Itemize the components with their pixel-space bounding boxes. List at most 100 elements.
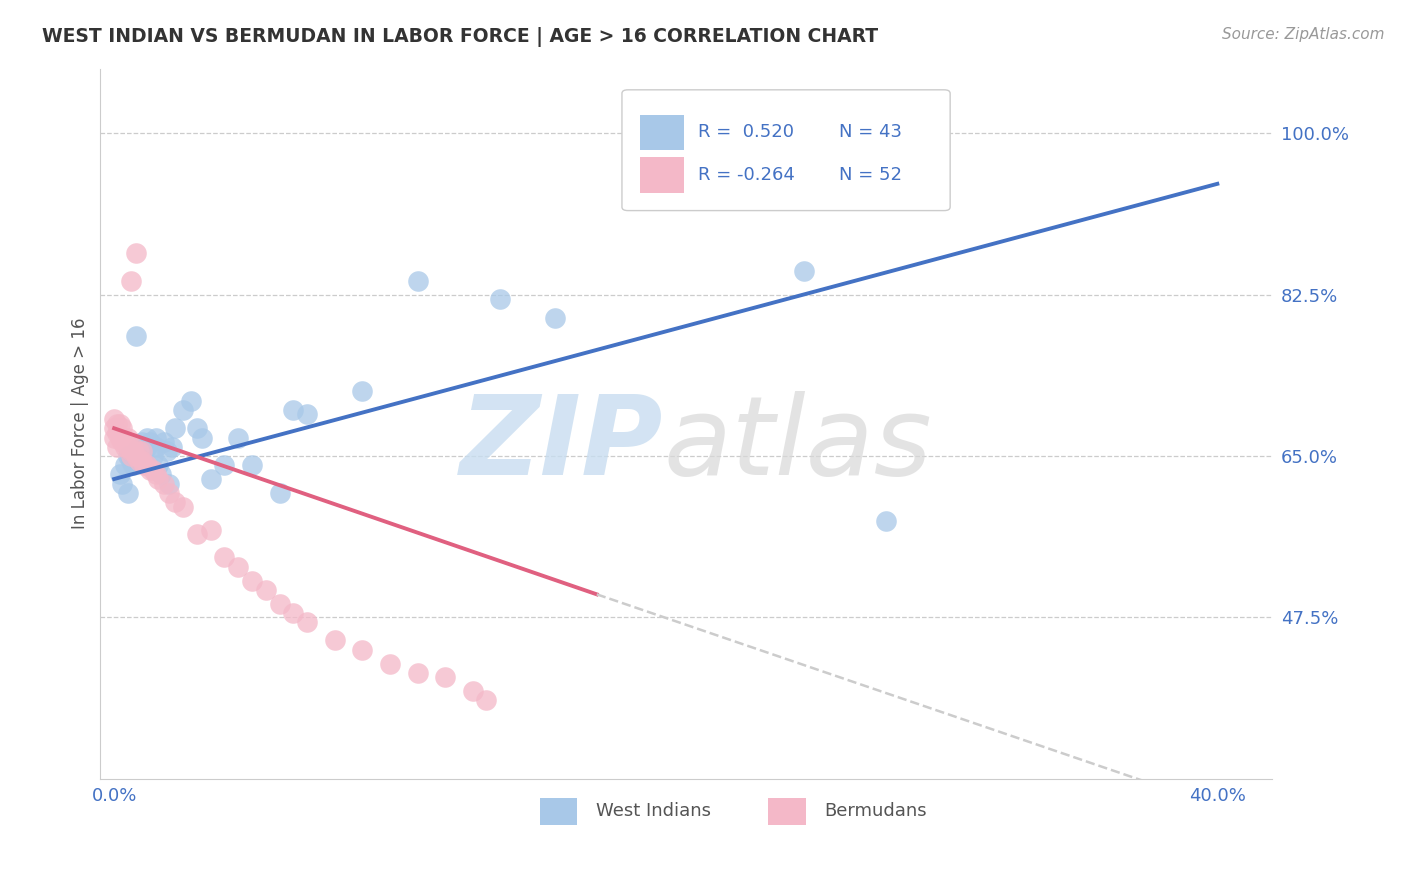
Point: [114, 458, 136, 473]
Point: [114, 435, 136, 450]
Point: [295, 615, 318, 629]
Point: [114, 440, 136, 454]
Point: [254, 582, 277, 597]
Point: [191, 430, 214, 444]
Point: [136, 430, 159, 444]
Point: [108, 467, 131, 482]
Point: [434, 670, 457, 684]
Point: [148, 458, 170, 473]
Text: atlas: atlas: [664, 392, 932, 499]
Point: [240, 458, 263, 473]
Point: [793, 264, 815, 278]
Point: [157, 476, 180, 491]
Point: [131, 435, 153, 450]
Point: [105, 417, 128, 431]
Point: [163, 495, 186, 509]
Point: [111, 421, 134, 435]
Point: [269, 486, 291, 500]
Point: [172, 500, 194, 514]
Point: [406, 665, 429, 680]
Point: [128, 453, 150, 467]
Point: [103, 430, 125, 444]
Point: [131, 449, 153, 463]
Point: [544, 310, 567, 325]
Point: [122, 458, 145, 473]
Point: [157, 486, 180, 500]
Point: [103, 421, 125, 435]
Point: [125, 246, 148, 260]
Point: [142, 463, 165, 477]
Point: [111, 430, 134, 444]
Point: [283, 402, 305, 417]
Point: [145, 467, 167, 482]
Point: [105, 425, 128, 440]
Point: [131, 444, 153, 458]
Point: [117, 449, 139, 463]
Point: [117, 430, 139, 444]
Text: N = 52: N = 52: [839, 166, 901, 184]
Point: [152, 476, 174, 491]
Point: [145, 440, 167, 454]
Point: [163, 421, 186, 435]
Point: [875, 514, 897, 528]
Point: [352, 642, 374, 657]
Point: [134, 444, 156, 458]
Point: [125, 329, 148, 343]
FancyBboxPatch shape: [640, 157, 685, 193]
Point: [461, 684, 484, 698]
FancyBboxPatch shape: [540, 798, 578, 825]
Point: [406, 274, 429, 288]
Point: [352, 384, 374, 399]
Point: [139, 435, 162, 450]
Point: [145, 430, 167, 444]
Point: [139, 463, 162, 477]
Point: [134, 458, 156, 473]
Point: [111, 476, 134, 491]
Point: [186, 421, 208, 435]
Point: [160, 440, 183, 454]
Point: [120, 449, 142, 463]
Text: ZIP: ZIP: [460, 392, 664, 499]
Point: [200, 472, 222, 486]
Point: [180, 393, 202, 408]
Text: Bermudans: Bermudans: [825, 802, 928, 820]
Point: [214, 458, 236, 473]
Text: WEST INDIAN VS BERMUDAN IN LABOR FORCE | AGE > 16 CORRELATION CHART: WEST INDIAN VS BERMUDAN IN LABOR FORCE |…: [42, 27, 879, 46]
Point: [489, 292, 512, 306]
Point: [120, 453, 142, 467]
Point: [128, 444, 150, 458]
Point: [108, 417, 131, 431]
Point: [155, 444, 177, 458]
Point: [125, 449, 148, 463]
Point: [214, 550, 236, 565]
Point: [120, 274, 142, 288]
FancyBboxPatch shape: [769, 798, 806, 825]
Point: [150, 467, 173, 482]
Point: [117, 486, 139, 500]
Text: Source: ZipAtlas.com: Source: ZipAtlas.com: [1222, 27, 1385, 42]
Point: [125, 444, 148, 458]
Text: N = 43: N = 43: [839, 123, 901, 142]
Point: [136, 440, 159, 454]
Point: [122, 440, 145, 454]
Point: [295, 408, 318, 422]
Point: [475, 693, 498, 707]
Point: [103, 412, 125, 426]
Point: [142, 449, 165, 463]
Point: [269, 597, 291, 611]
Point: [172, 402, 194, 417]
Point: [200, 523, 222, 537]
Point: [105, 440, 128, 454]
Point: [111, 435, 134, 450]
Point: [323, 633, 346, 648]
Point: [108, 430, 131, 444]
Point: [122, 444, 145, 458]
Text: West Indians: West Indians: [596, 802, 711, 820]
Text: R =  0.520: R = 0.520: [699, 123, 794, 142]
Point: [283, 606, 305, 620]
Point: [226, 559, 249, 574]
Point: [240, 574, 263, 588]
FancyBboxPatch shape: [621, 90, 950, 211]
Point: [378, 657, 401, 671]
Point: [128, 440, 150, 454]
